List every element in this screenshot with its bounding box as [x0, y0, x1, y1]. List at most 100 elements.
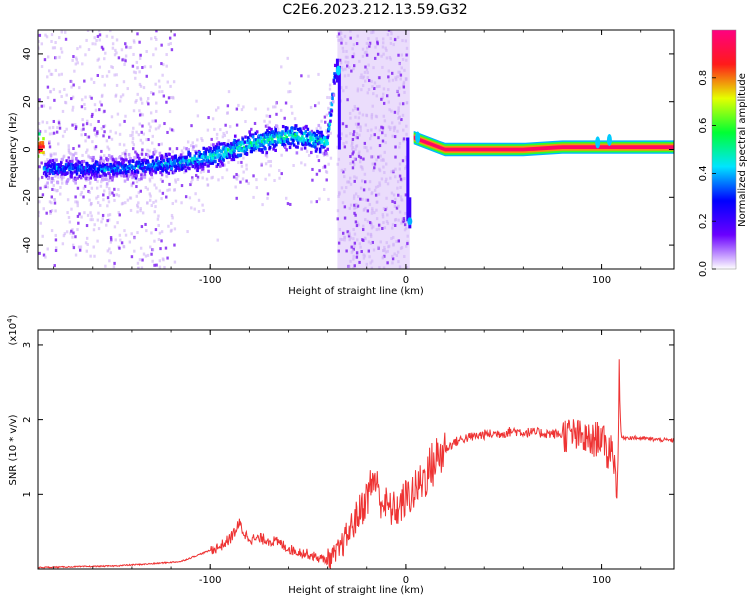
noise-dot — [174, 199, 178, 203]
noise-dot — [374, 126, 377, 130]
noise-dot — [355, 255, 359, 259]
noise-dot — [133, 40, 136, 44]
ridge-cell — [149, 171, 152, 175]
noise-dot — [366, 129, 370, 133]
noise-dot — [362, 157, 365, 161]
noise-dot — [293, 117, 297, 121]
ridge-cell — [314, 133, 317, 137]
ridge-cell — [327, 129, 330, 133]
noise-dot — [352, 130, 356, 134]
noise-dot — [396, 250, 400, 254]
noise-dot — [128, 46, 131, 50]
noise-dot — [358, 111, 361, 115]
noise-dot — [162, 258, 165, 262]
ridge-cell — [225, 148, 229, 152]
ridge-cell — [140, 177, 143, 181]
ridge-cell — [142, 167, 145, 171]
noise-dot — [358, 242, 362, 246]
noise-dot — [355, 132, 359, 136]
ridge-cell — [294, 145, 298, 149]
noise-dot — [50, 209, 54, 213]
noise-dot — [124, 233, 128, 237]
ridge-cell — [219, 160, 223, 164]
ridge-cell — [250, 150, 253, 154]
ridge-cell — [208, 160, 212, 164]
noise-dot — [388, 127, 392, 131]
noise-dot — [402, 137, 406, 141]
noise-dot — [205, 177, 209, 181]
noise-dot — [94, 108, 98, 112]
ridge-cell — [283, 143, 286, 147]
ridge-cell — [158, 151, 162, 155]
noise-dot — [264, 162, 268, 166]
noise-dot — [386, 221, 390, 225]
noise-dot — [252, 195, 255, 199]
ridge-cell — [194, 149, 197, 154]
ridge-cell — [177, 159, 180, 163]
ridge-cell — [202, 158, 206, 162]
noise-dot — [93, 103, 97, 107]
ridge-cell — [210, 159, 214, 163]
noise-dot — [67, 215, 71, 219]
ridge-cell — [99, 168, 102, 172]
ridge-cell — [333, 63, 337, 68]
noise-dot — [153, 210, 156, 214]
noise-dot — [195, 144, 198, 148]
noise-dot — [346, 64, 349, 68]
noise-dot — [367, 63, 370, 67]
ridge-cell — [201, 155, 204, 159]
noise-dot — [359, 197, 362, 201]
noise-dot — [96, 34, 100, 38]
noise-dot — [100, 180, 103, 184]
noise-dot — [336, 217, 339, 221]
noise-dot — [325, 113, 329, 117]
noise-dot — [364, 123, 368, 127]
noise-dot — [395, 206, 399, 210]
ridge-cell — [215, 164, 219, 169]
noise-dot — [358, 133, 361, 137]
ridge-cell — [292, 138, 295, 142]
noise-dot — [180, 149, 184, 153]
ridge-cell — [238, 140, 242, 144]
noise-dot — [390, 211, 394, 215]
noise-dot — [118, 246, 121, 250]
noise-dot — [375, 208, 378, 212]
noise-dot — [339, 237, 342, 241]
noise-dot — [39, 186, 42, 190]
noise-dot — [106, 249, 110, 253]
noise-dot — [56, 126, 59, 130]
ridge-cell — [140, 165, 144, 169]
noise-dot — [40, 175, 44, 179]
noise-dot — [200, 137, 203, 141]
ridge-cell — [231, 148, 234, 152]
ridge-cell — [121, 162, 125, 166]
noise-dot — [368, 202, 372, 206]
ridge-cell — [233, 138, 236, 143]
noise-dot — [130, 184, 134, 188]
noise-dot — [98, 108, 101, 112]
noise-dot — [103, 154, 106, 158]
noise-dot — [351, 47, 354, 51]
noise-dot — [49, 162, 52, 166]
ridge-cell — [155, 166, 158, 171]
noise-dot — [378, 266, 381, 269]
ridge-cell — [192, 161, 196, 165]
noise-dot — [210, 143, 213, 147]
ridge-cell — [125, 171, 128, 175]
noise-dot — [103, 189, 106, 193]
noise-dot — [97, 211, 100, 215]
noise-dot — [71, 105, 75, 109]
noise-dot — [401, 217, 404, 221]
noise-dot — [65, 93, 68, 97]
noise-dot — [158, 85, 161, 89]
ridge-cell — [124, 163, 127, 168]
ridge-cell — [86, 170, 90, 174]
noise-dot — [82, 123, 85, 127]
ridge-cell — [196, 163, 200, 167]
spectrogram-x-tick-label: -100 — [199, 275, 222, 286]
ridge-cell — [126, 177, 130, 181]
noise-dot — [286, 202, 290, 206]
noise-dot — [361, 84, 365, 88]
noise-dot — [148, 177, 151, 181]
noise-dot — [88, 182, 92, 186]
